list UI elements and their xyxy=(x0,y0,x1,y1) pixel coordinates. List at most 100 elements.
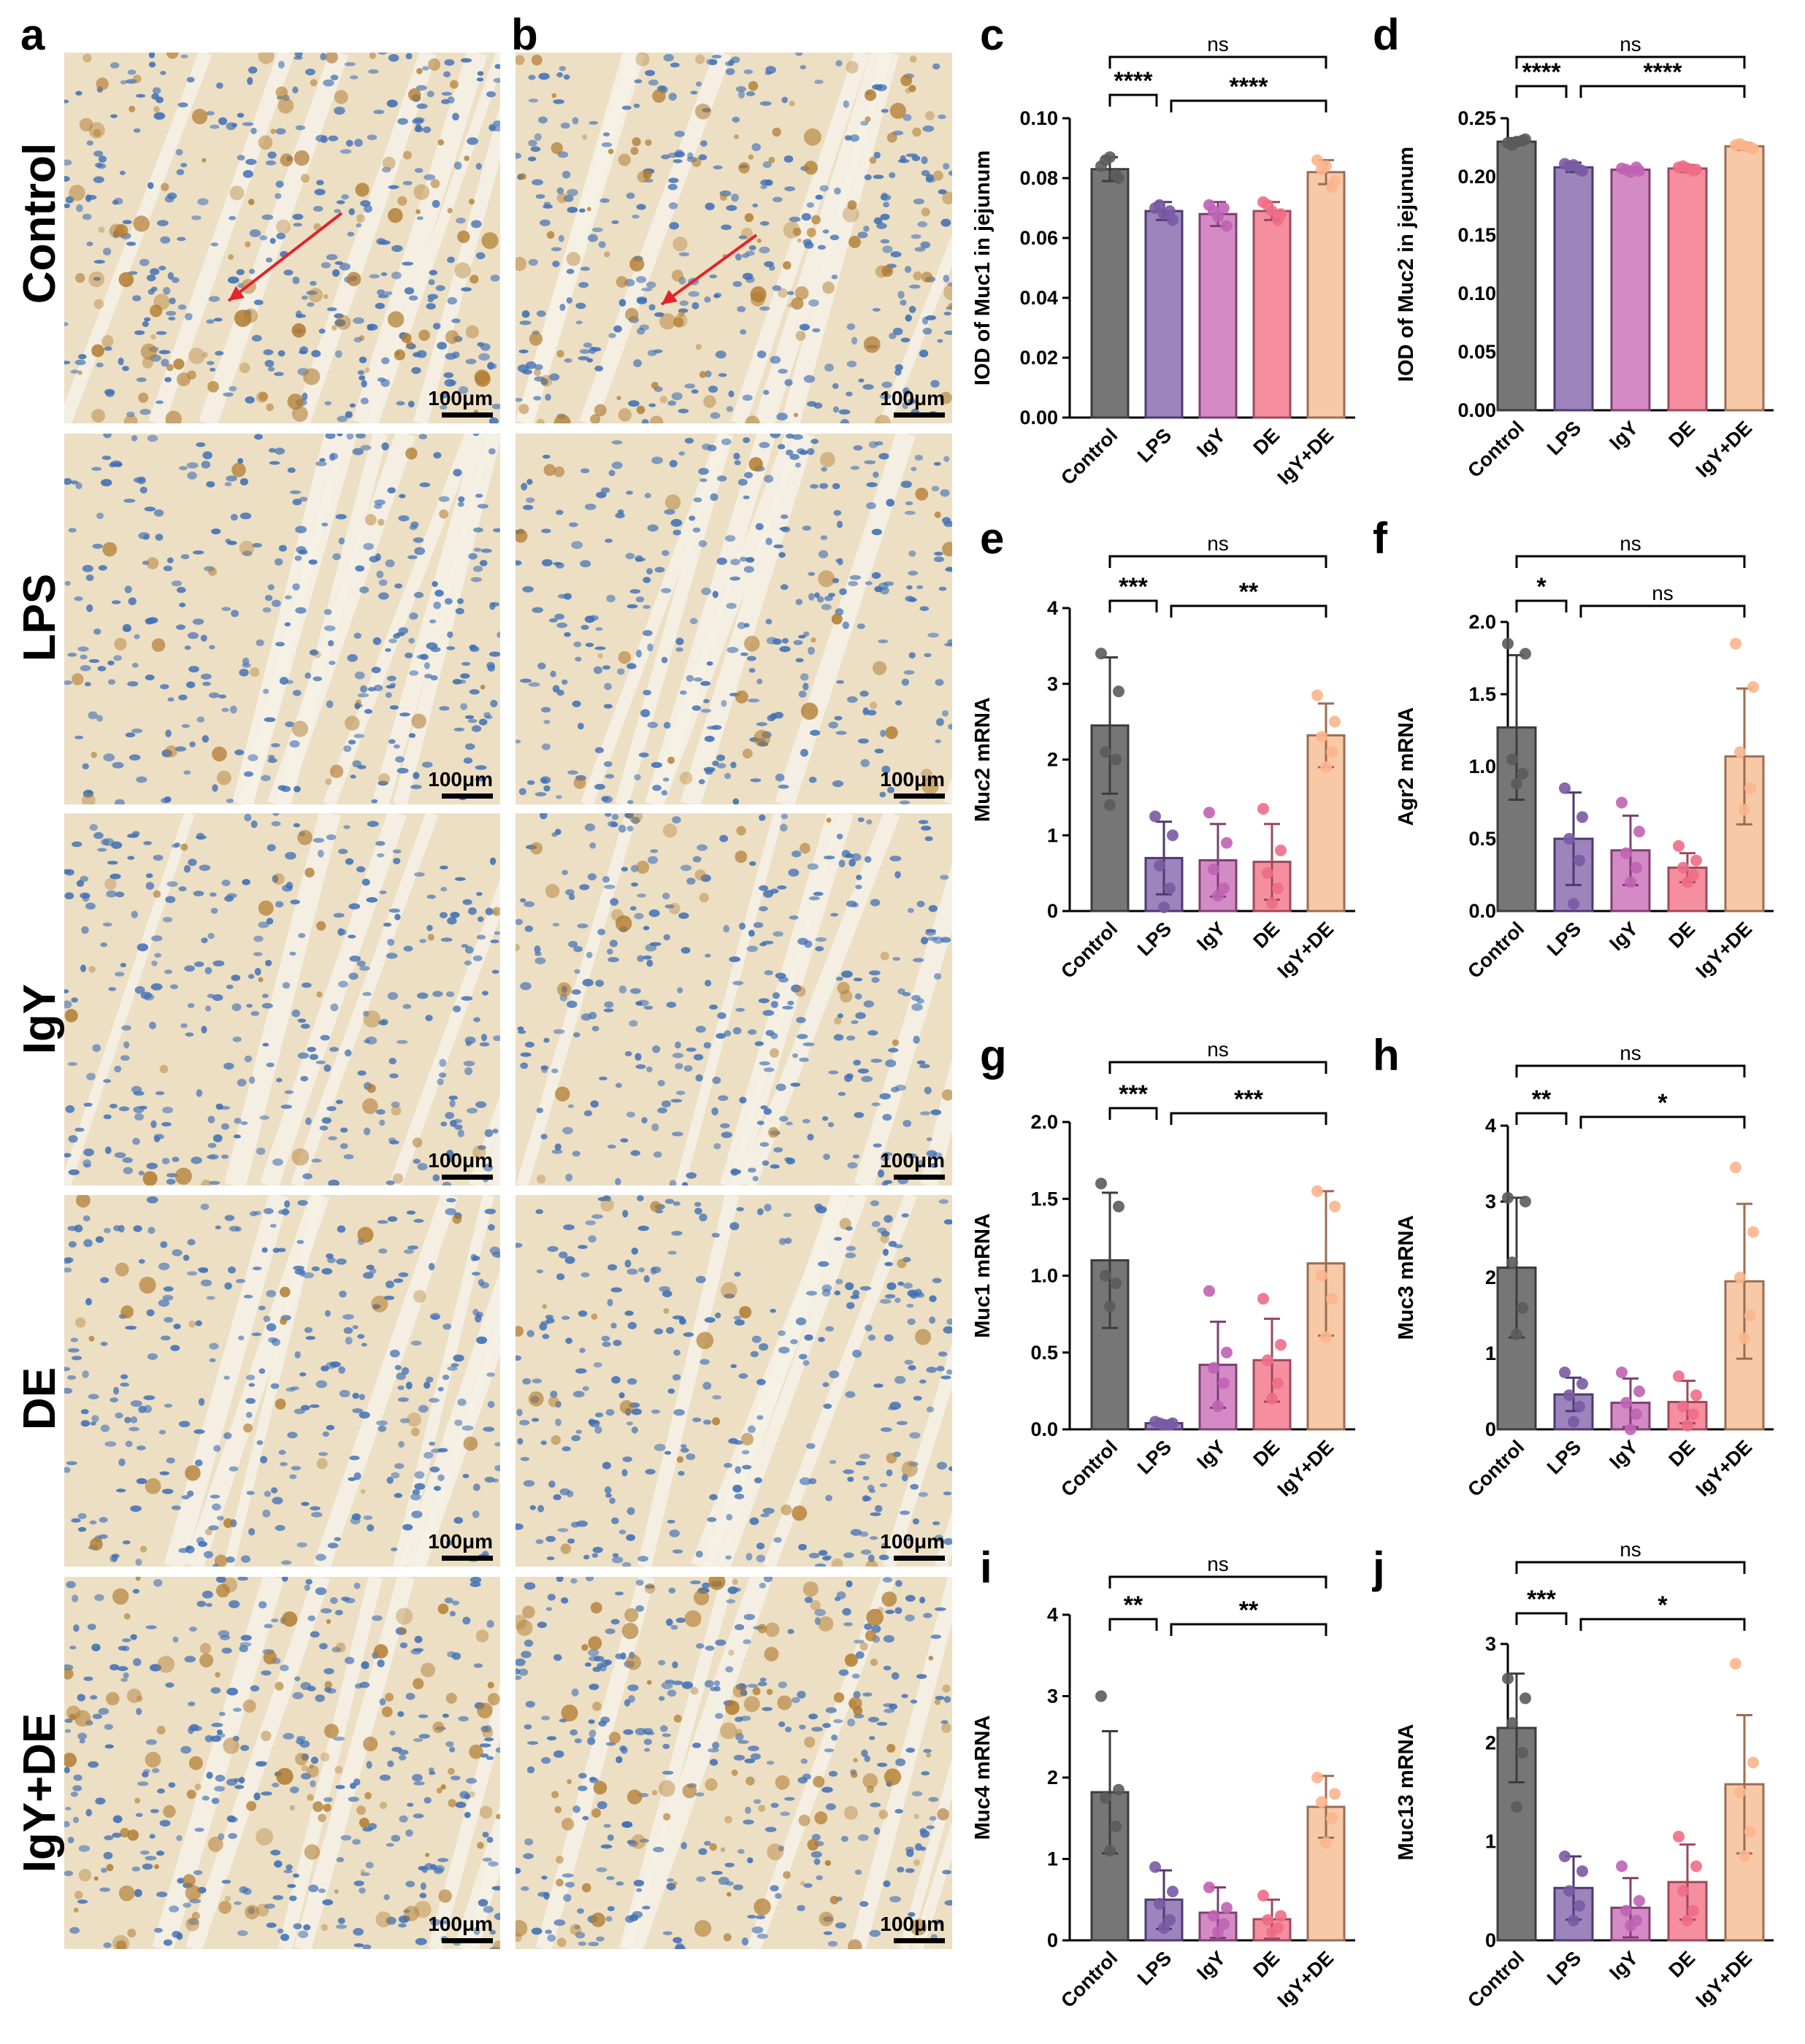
data-point xyxy=(1329,715,1341,728)
significance-bracket xyxy=(1515,1612,1568,1625)
data-point xyxy=(1262,1354,1273,1367)
data-point xyxy=(1311,689,1323,702)
significance-bracket xyxy=(1108,1061,1327,1074)
significance-bracket xyxy=(1108,599,1158,612)
data-point xyxy=(1730,637,1741,650)
data-point xyxy=(1320,160,1332,172)
y-tick-label: 0.20 xyxy=(1457,166,1496,188)
micrograph-b-0: 100μm xyxy=(516,53,952,423)
x-tick-label: DE xyxy=(1665,417,1700,452)
y-tick-label: 1 xyxy=(1485,1831,1496,1853)
panel-letter-d: d xyxy=(1373,10,1400,59)
bar-DE xyxy=(1667,167,1708,412)
significance-bracket xyxy=(1108,55,1327,69)
data-point xyxy=(1625,166,1636,178)
panel-letter-j: j xyxy=(1373,1543,1385,1592)
data-point xyxy=(1154,859,1165,872)
significance-label: ns xyxy=(1620,1538,1641,1561)
y-tick-label: 0.0 xyxy=(1030,1418,1058,1440)
row-label-de: DE xyxy=(15,1367,65,1431)
data-point xyxy=(1682,1419,1693,1432)
data-point xyxy=(1506,1717,1518,1729)
data-point xyxy=(1568,1914,1579,1926)
data-point xyxy=(1625,1424,1636,1435)
data-point xyxy=(1747,1756,1759,1769)
significance-label: ** xyxy=(1239,1597,1259,1624)
data-point xyxy=(1511,777,1522,790)
significance-label: ns xyxy=(1620,33,1641,55)
x-tick-label: DE xyxy=(1665,1947,1700,1982)
data-point xyxy=(1110,169,1122,181)
data-point xyxy=(1203,807,1215,819)
data-point xyxy=(1682,876,1693,888)
data-point xyxy=(1690,854,1702,867)
data-point xyxy=(1559,782,1571,794)
micrograph-a-1: 100μm xyxy=(64,434,500,804)
data-point xyxy=(1266,897,1278,910)
significance-label: *** xyxy=(1119,573,1148,601)
scale-bar xyxy=(442,1556,493,1561)
significance-bracket xyxy=(1515,1112,1568,1125)
data-point xyxy=(1616,1860,1628,1872)
significance-label: ns xyxy=(1620,1042,1641,1064)
y-tick-label: 1 xyxy=(1485,1342,1496,1364)
data-point xyxy=(1734,1272,1746,1283)
data-point xyxy=(1502,1672,1514,1685)
data-point xyxy=(1257,1293,1269,1305)
data-point xyxy=(1167,214,1179,226)
y-tick-label: 0.5 xyxy=(1468,828,1496,850)
significance-label: * xyxy=(1658,1591,1668,1619)
row-label-control: Control xyxy=(15,142,65,304)
bar-LPS xyxy=(1553,166,1594,412)
significance-bracket xyxy=(1579,1115,1746,1129)
panel-letter-b: b xyxy=(511,10,538,59)
scale-bar xyxy=(894,1938,945,1943)
data-point xyxy=(1677,1400,1689,1413)
data-point xyxy=(1511,136,1522,147)
data-point xyxy=(1563,1389,1575,1402)
bar-DE xyxy=(1252,210,1292,419)
x-tick-label: IgY xyxy=(1605,1947,1642,1984)
chart-f: 0.0 0.5 1.0 1.5 2.0 Agr2 mRNA Control LPS IgY DE I… xyxy=(1365,511,1774,1022)
y-tick-label: 3 xyxy=(1047,1686,1058,1707)
significance-bracket xyxy=(1515,555,1746,568)
y-tick-label: 2 xyxy=(1485,1732,1496,1753)
data-point xyxy=(1690,1860,1702,1872)
data-point xyxy=(1559,1367,1571,1378)
data-point xyxy=(1212,1400,1224,1413)
y-tick-label: 2 xyxy=(1047,749,1058,771)
data-point xyxy=(1113,1200,1124,1213)
chart-g: 0.0 0.5 1.0 1.5 2.0 Muc1 mRNA Control LPS IgY DE I… xyxy=(971,1022,1365,1533)
significance-label: **** xyxy=(1522,58,1562,86)
chart-j: 0 1 2 3 Muc13 mRNA Control LPS IgY DE IgY+DE ns ***… xyxy=(1365,1533,1774,2044)
y-tick-label: 0 xyxy=(1047,900,1058,922)
y-axis-label: IOD of Muc1 in jejunum xyxy=(971,150,995,385)
data-point xyxy=(1221,1902,1233,1914)
data-point xyxy=(1744,1826,1756,1838)
data-point xyxy=(1218,1918,1230,1930)
data-point xyxy=(1311,1185,1323,1197)
data-point xyxy=(1574,1400,1585,1413)
data-point xyxy=(1616,1367,1628,1378)
x-tick-label: Control xyxy=(1463,1436,1528,1501)
scale-bar-label: 100μm xyxy=(880,768,945,791)
scale-bar xyxy=(442,794,493,799)
data-point xyxy=(1517,1302,1528,1314)
bar-LPS xyxy=(1144,210,1184,419)
data-point xyxy=(1630,1408,1642,1421)
y-tick-label: 1.0 xyxy=(1030,1265,1058,1287)
data-point xyxy=(1149,810,1161,823)
data-point xyxy=(1167,829,1179,842)
significance-bracket xyxy=(1515,1064,1746,1077)
data-point xyxy=(1262,1914,1273,1926)
scale-bar-label: 100μm xyxy=(880,1149,945,1172)
data-point xyxy=(1100,1269,1111,1282)
data-point xyxy=(1677,861,1689,874)
y-tick-label: 0.08 xyxy=(1019,167,1058,189)
y-tick-label: 0.02 xyxy=(1019,347,1058,369)
scale-bar xyxy=(894,1175,945,1180)
data-point xyxy=(1747,1226,1759,1238)
significance-bracket xyxy=(1108,1575,1327,1588)
data-point xyxy=(1739,1850,1750,1862)
data-point xyxy=(1563,833,1575,845)
